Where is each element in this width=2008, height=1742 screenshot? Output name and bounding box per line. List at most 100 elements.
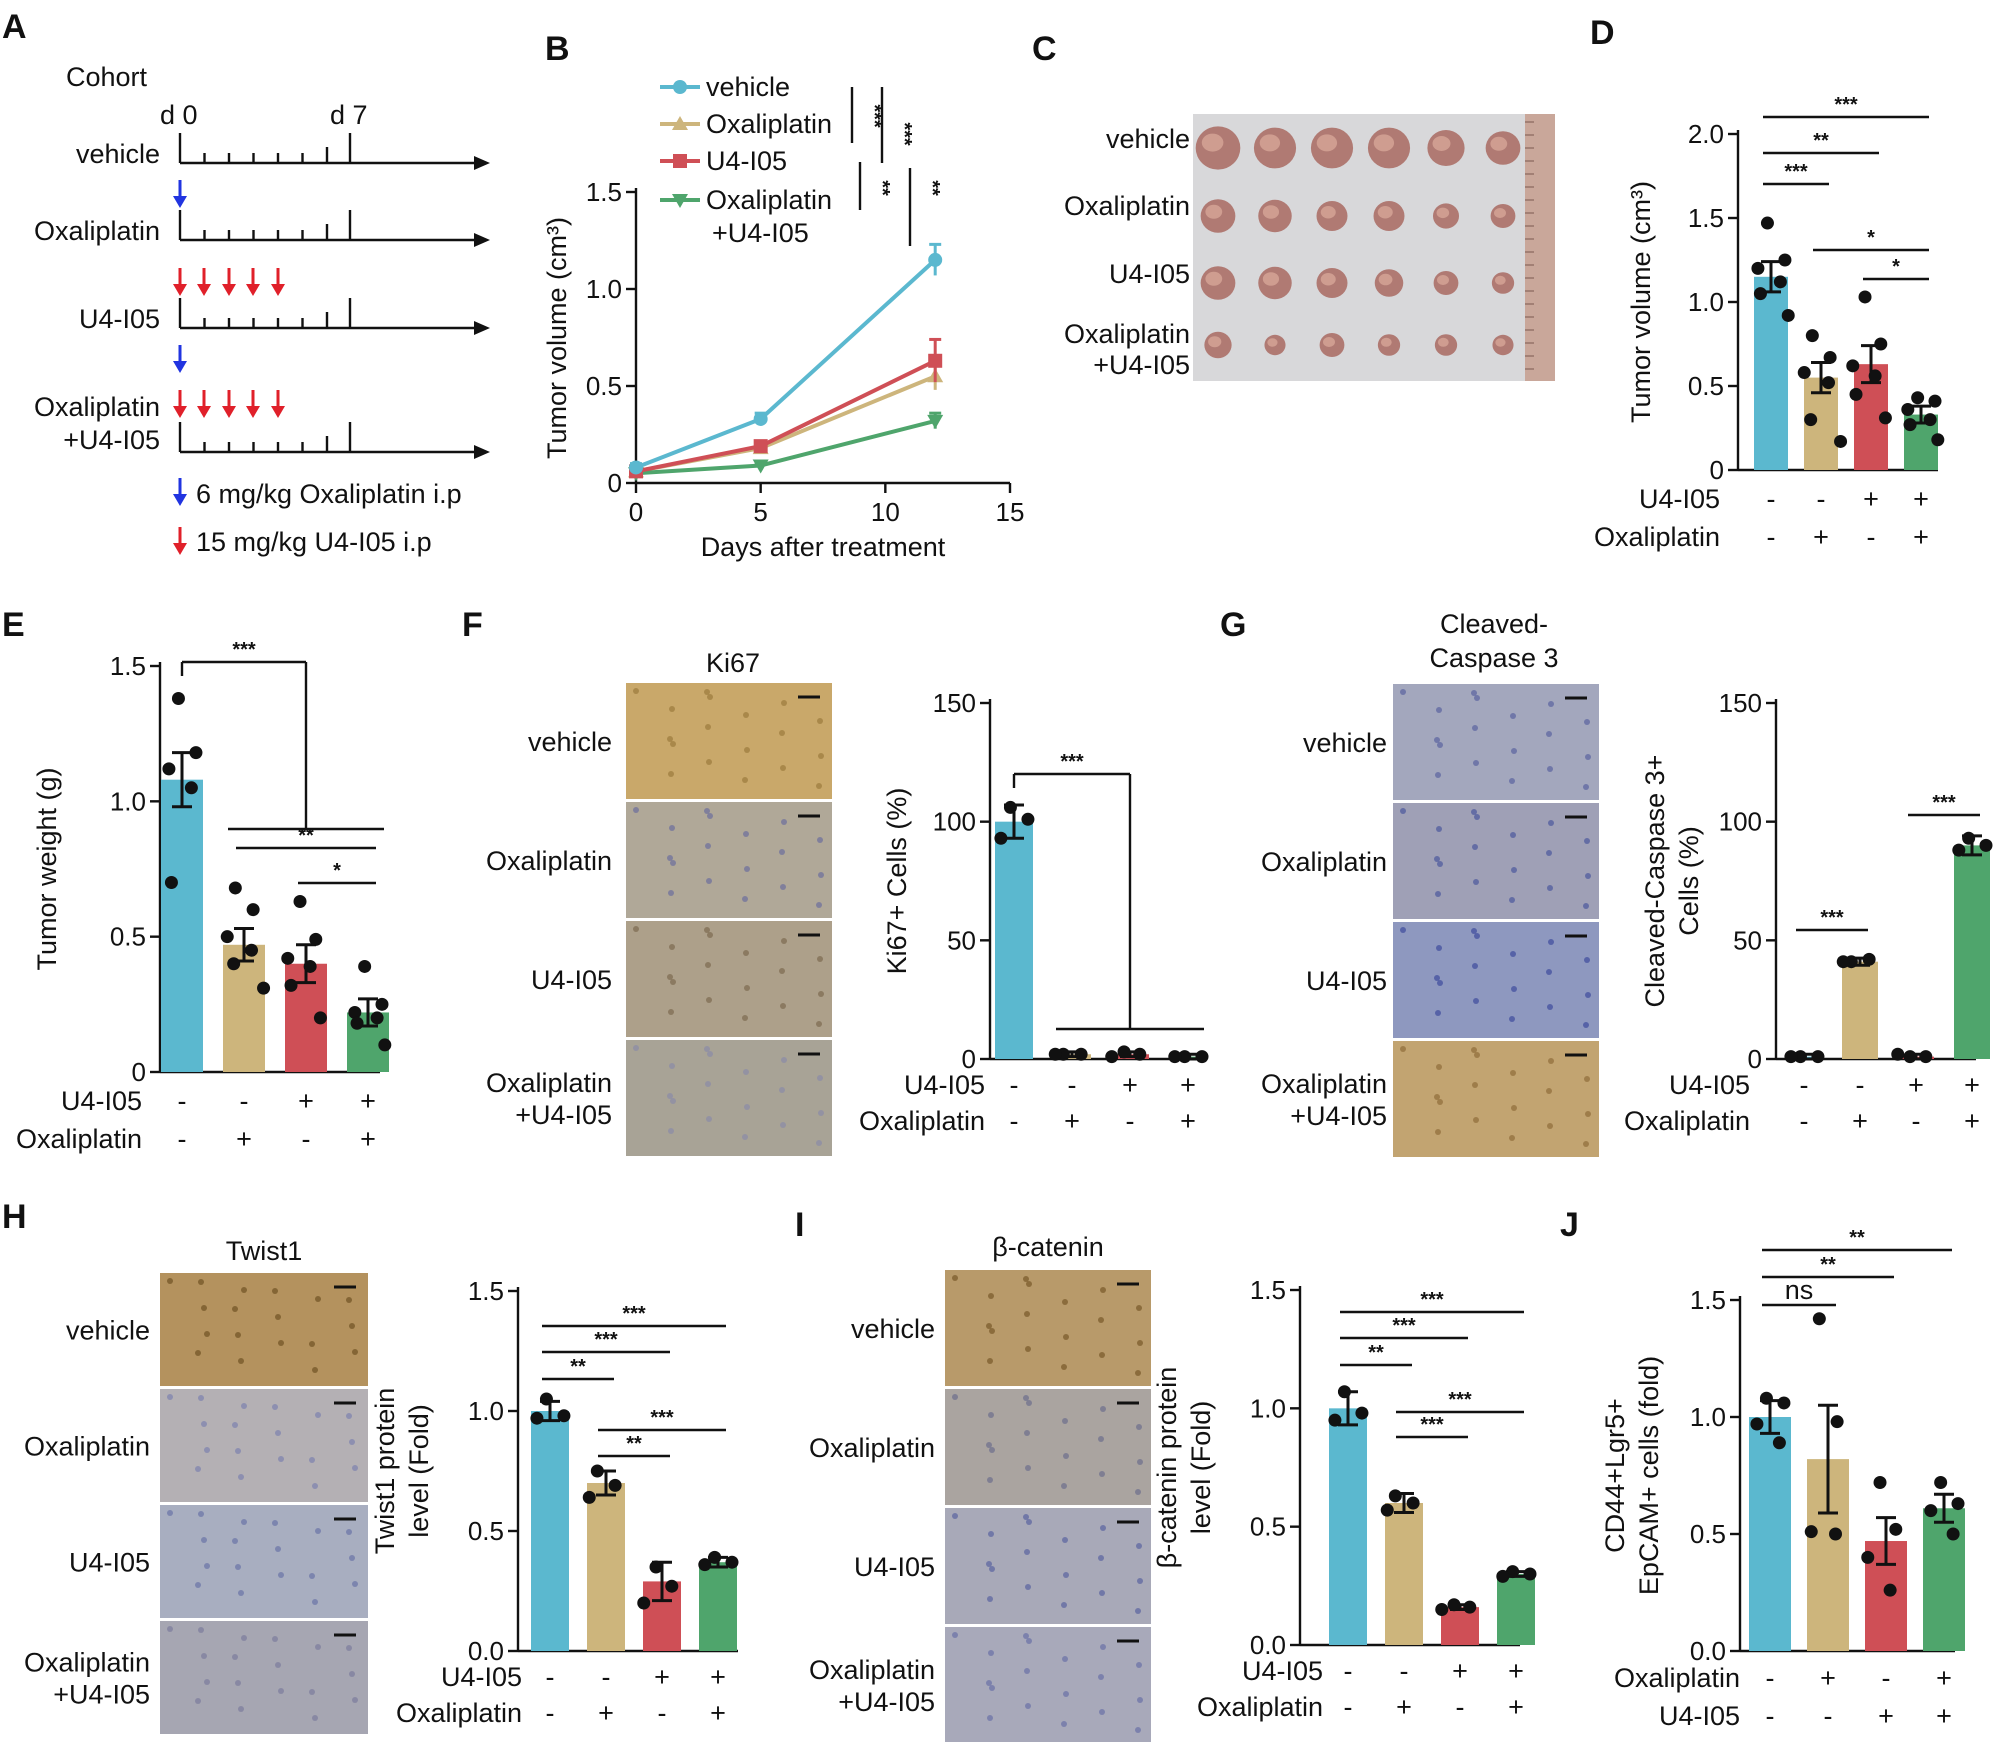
I-ihc-texture (1099, 1471, 1105, 1477)
C-tumor-highlight (1494, 208, 1506, 218)
G-ihc-image-2 (1393, 922, 1599, 1038)
A-cohort-title: Cohort (66, 62, 148, 92)
H-point (530, 1411, 544, 1425)
I-row-label-0: vehicle (851, 1314, 935, 1344)
H-factor-sign: + (710, 1662, 726, 1692)
G-point (1811, 1050, 1825, 1064)
E-point (375, 997, 389, 1011)
F-point (1105, 1050, 1119, 1064)
G-ihc-texture (1509, 897, 1515, 903)
H-factor-sign: - (546, 1698, 555, 1728)
I-ihc-texture (1023, 1514, 1029, 1520)
H-ihc-texture (167, 1394, 173, 1400)
F-point (1021, 812, 1035, 826)
G-ihc-image-1 (1393, 803, 1599, 919)
B-point (928, 252, 943, 267)
A-legend-text-0: 6 mg/kg Oxaliplatin i.p (196, 479, 462, 509)
panel-label-B: B (545, 30, 570, 68)
E-point (164, 876, 178, 890)
G-ihc-texture (1436, 826, 1442, 832)
B-xtick-label: 0 (629, 497, 643, 527)
H-row-label-3: Oxaliplatin (24, 1648, 150, 1678)
J-point (1889, 1522, 1903, 1536)
H-ihc-texture (198, 1511, 204, 1517)
D-point (1911, 391, 1925, 405)
H-ihc-texture (275, 1430, 281, 1436)
E-factor-sign: - (178, 1086, 187, 1116)
F-factor-sign: - (1010, 1106, 1019, 1136)
G-point (1952, 843, 1966, 857)
F-ihc-texture (667, 736, 673, 742)
A-day-end: d 7 (330, 100, 368, 130)
I-bar-2 (1441, 1607, 1479, 1645)
F-factor-sign: + (1180, 1106, 1196, 1136)
D-factor-sign: + (1863, 484, 1879, 514)
I-ihc-texture (987, 1715, 993, 1721)
D-factor-sign: - (1767, 522, 1776, 552)
I-factor-sign: + (1396, 1692, 1412, 1722)
C-tumor-highlight (1259, 134, 1281, 152)
H-ihc-texture (232, 1538, 238, 1544)
F-ihc-texture (706, 1116, 712, 1122)
G-ihc-texture (1434, 1094, 1440, 1100)
I-point (1463, 1600, 1477, 1614)
F-ihc-texture (633, 688, 639, 694)
H-ihc-texture (272, 1636, 278, 1642)
I-ihc-texture (1023, 1633, 1029, 1639)
F-ihc-texture (707, 694, 713, 700)
I-ihc-texture (1062, 1418, 1068, 1424)
D-sig-label: *** (1834, 94, 1858, 116)
I-ihc-texture (1061, 1721, 1067, 1727)
G-point (1793, 1050, 1807, 1064)
F-ihc-texture (667, 1093, 673, 1099)
D-point (1858, 290, 1872, 304)
G-factor-sign: + (1852, 1106, 1868, 1136)
I-point (1406, 1496, 1420, 1510)
I-ihc-texture (1135, 1608, 1141, 1614)
C-tumor-highlight (1201, 133, 1224, 152)
C-row-label-3: Oxaliplatin (1064, 319, 1190, 349)
G-ihc-texture (1434, 856, 1440, 862)
J-point (1873, 1476, 1887, 1490)
G-ihc-texture (1434, 737, 1440, 743)
I-sig-label: ** (1368, 1342, 1384, 1364)
E-point (303, 959, 317, 973)
F-ihc-texture (707, 813, 713, 819)
J-factor-sign: - (1766, 1663, 1775, 1693)
F-point (1003, 800, 1017, 814)
C-tumor-highlight (1262, 205, 1280, 219)
G-ihc-texture (1548, 1058, 1554, 1064)
I-ihc-texture (989, 1566, 995, 1572)
D-point (1931, 433, 1945, 447)
I-ihc-texture (1098, 1555, 1104, 1561)
I-factor-label-1: Oxaliplatin (1197, 1692, 1323, 1722)
I-point (1328, 1413, 1342, 1427)
I-ihc-texture (1137, 1340, 1143, 1346)
G-ihc-texture (1548, 939, 1554, 945)
D-point (1822, 376, 1836, 390)
I-ihc-texture (1025, 1703, 1031, 1709)
J-point (1924, 1504, 1938, 1518)
H-bar-0 (531, 1411, 569, 1651)
E-point (358, 959, 372, 973)
E-ytick-label: 0.5 (110, 922, 146, 952)
F-point (1178, 1050, 1192, 1064)
J-sig-label: ns (1785, 1275, 1814, 1305)
G-ihc-texture (1546, 969, 1552, 975)
G-ihc-texture (1400, 689, 1406, 695)
G-ihc-texture (1547, 885, 1553, 891)
I-point (1435, 1603, 1449, 1616)
G-ihc-texture (1510, 832, 1516, 838)
H-ihc-texture (346, 1529, 352, 1535)
C-tumor-highlight (1432, 136, 1451, 151)
G-ihc-texture (1400, 927, 1406, 933)
H-point (608, 1478, 622, 1492)
D-factor-label-0: U4-I05 (1639, 484, 1720, 514)
F-ihc-texture (744, 985, 750, 991)
G-ihc-texture (1437, 980, 1443, 986)
G-ihc-texture (1584, 957, 1590, 963)
G-point (1836, 955, 1850, 969)
H-ihc-texture (315, 1644, 321, 1650)
F-stain-title: Ki67 (706, 648, 760, 678)
D-ytick-label: 2.0 (1688, 119, 1724, 149)
